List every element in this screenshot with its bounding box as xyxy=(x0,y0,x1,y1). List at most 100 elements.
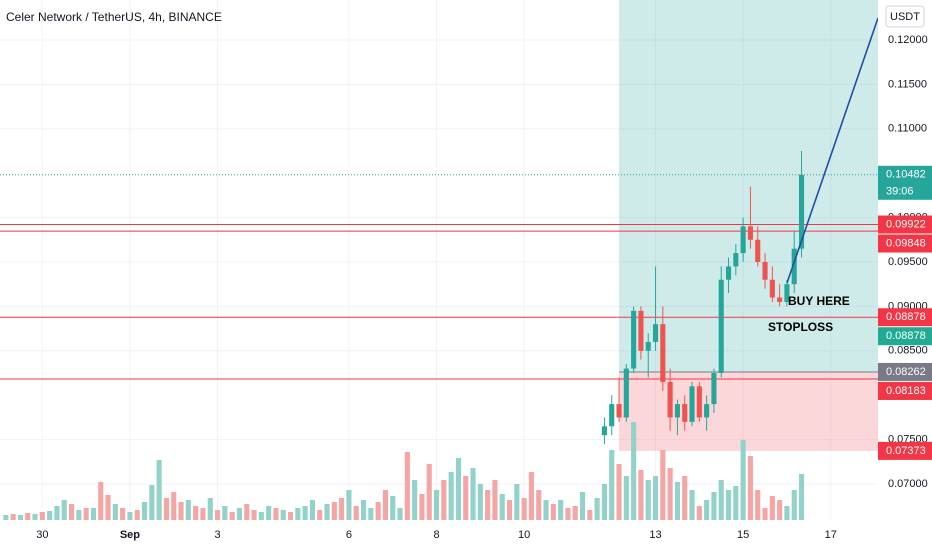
price-tag xyxy=(878,215,932,234)
volume-bar xyxy=(10,514,16,520)
volume-bar xyxy=(558,500,564,520)
volume-bar xyxy=(740,440,746,520)
volume-bar xyxy=(565,508,571,520)
price-tag xyxy=(878,381,932,400)
y-tick-label: 0.11000 xyxy=(888,123,927,135)
x-tick-label: 30 xyxy=(36,529,48,541)
volume-bar xyxy=(193,506,199,520)
volume-bar xyxy=(127,512,133,520)
candle-body xyxy=(645,341,651,351)
volume-bar xyxy=(339,498,345,520)
volume-bar xyxy=(360,500,367,520)
volume-bar xyxy=(682,476,688,520)
price-tag xyxy=(878,327,932,346)
plot xyxy=(0,0,878,520)
volume-bar xyxy=(616,464,622,520)
volume-bar xyxy=(601,484,607,520)
currency[interactable]: USDT xyxy=(890,11,920,23)
axes: 0.070000.075000.085000.090000.095000.100… xyxy=(36,34,932,541)
volume-bar xyxy=(178,502,184,520)
volume-bar xyxy=(725,490,732,520)
volume-bar xyxy=(674,482,680,520)
candle-body xyxy=(784,284,790,302)
volume-bar xyxy=(207,498,213,520)
x-tick-label: 6 xyxy=(346,529,352,541)
volume-bar xyxy=(412,480,418,520)
candle-body xyxy=(638,310,644,351)
y-tick-label: 0.12000 xyxy=(888,34,928,46)
candle-body xyxy=(689,386,695,422)
price-tag-label: 0.07373 xyxy=(886,445,926,457)
volume-bar xyxy=(718,480,724,520)
price-tag-label: 0.10482 xyxy=(886,169,926,181)
volume-bar xyxy=(463,476,469,520)
countdown: 39:06 xyxy=(886,186,914,198)
volume-bar xyxy=(755,490,761,520)
candle-body xyxy=(601,426,607,436)
time-axis xyxy=(0,520,878,550)
volume-bar xyxy=(747,456,753,520)
volume-bar xyxy=(455,458,461,520)
candle-body xyxy=(631,310,637,369)
volume-bar xyxy=(149,485,155,520)
volume-bar xyxy=(536,490,542,520)
x-tick-label: 17 xyxy=(825,529,837,541)
volume-bar xyxy=(652,476,659,520)
volume-bar xyxy=(762,508,768,520)
volume-bar xyxy=(711,492,717,520)
volume-bar xyxy=(141,502,148,520)
x-tick-label: 10 xyxy=(518,529,530,541)
volume-bar xyxy=(105,495,111,520)
volume-bar xyxy=(25,513,31,520)
price-tag-label: 0.08183 xyxy=(886,385,926,397)
candle-body xyxy=(762,261,768,280)
price-tag-label: 0.08878 xyxy=(886,330,926,342)
volume-bar xyxy=(689,490,695,520)
candle-body xyxy=(711,373,717,405)
volume-bar xyxy=(222,506,228,520)
volume-bar xyxy=(200,508,206,520)
price-tag xyxy=(878,165,932,200)
volume-bar xyxy=(273,508,279,520)
candle-body xyxy=(740,226,746,254)
volume-bar xyxy=(236,508,242,520)
volume-bar xyxy=(90,508,96,520)
volume-bar xyxy=(769,496,775,520)
volume-bar xyxy=(594,498,600,520)
volume-bar xyxy=(83,508,89,520)
volume-bar xyxy=(777,500,783,520)
candle-body xyxy=(791,248,797,285)
volume-bar xyxy=(514,484,520,520)
chart-title: Celer Network / TetherUS, 4h, BINANCE xyxy=(6,10,222,24)
candle-body xyxy=(660,324,666,382)
x-tick-label: 8 xyxy=(433,529,439,541)
annotation[interactable]: STOPLOSS xyxy=(768,320,833,334)
x-tick-label: 3 xyxy=(214,529,220,541)
volume-bar xyxy=(609,450,615,520)
candle-body xyxy=(733,253,739,267)
volume-bar xyxy=(17,515,23,520)
y-tick-label: 0.09500 xyxy=(888,256,928,268)
volume-bar xyxy=(98,482,104,520)
volume-bar xyxy=(324,504,330,520)
candle-body xyxy=(725,266,732,280)
price-tag-label: 0.09922 xyxy=(886,218,926,230)
volume-bar xyxy=(638,470,644,520)
price-tag xyxy=(878,308,932,327)
volume-bar xyxy=(368,508,374,520)
volume-bar xyxy=(499,494,505,520)
volume-bar xyxy=(426,464,432,520)
volume-bar xyxy=(214,510,221,520)
volume-bar xyxy=(244,504,250,520)
volume-bar xyxy=(492,480,498,520)
candle-body xyxy=(718,279,724,374)
volume-bar xyxy=(390,496,396,520)
currency-box[interactable] xyxy=(885,5,925,28)
volume-bar xyxy=(543,500,549,520)
annotation[interactable]: BUY HERE xyxy=(788,294,850,308)
trend-line[interactable] xyxy=(786,17,879,284)
volume-bar xyxy=(645,480,651,520)
volume-bar xyxy=(631,422,637,520)
volume-bar xyxy=(784,506,790,520)
